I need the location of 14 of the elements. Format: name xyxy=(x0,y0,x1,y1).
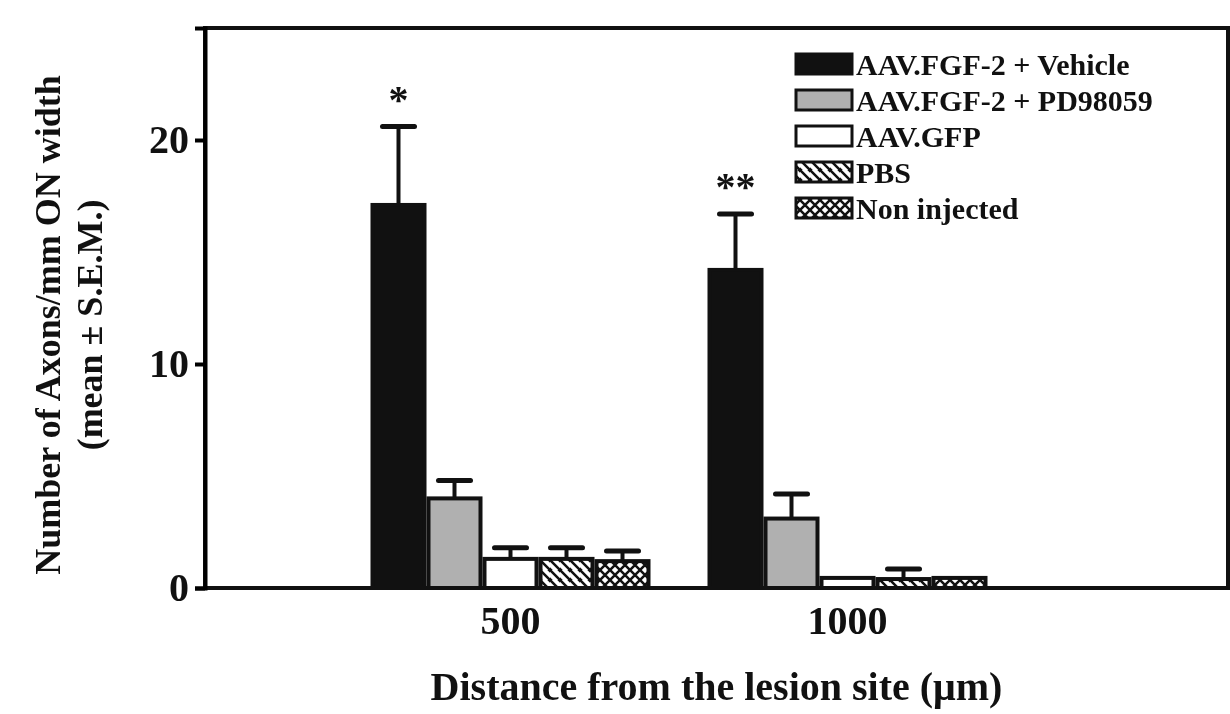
legend-label: PBS xyxy=(856,156,912,189)
x-tick-label: 1000 xyxy=(807,598,888,644)
legend-label: AAV.FGF-2 + Vehicle xyxy=(856,48,1130,81)
legend-label: AAV.GFP xyxy=(856,120,981,153)
legend-label: AAV.FGF-2 + PD98059 xyxy=(856,84,1153,117)
x-axis-title: Distance from the lesion site (μm) xyxy=(430,664,1003,709)
legend-label: Non injected xyxy=(856,192,1019,225)
x-tick-label: 500 xyxy=(480,598,541,644)
y-axis-title: Number of Axons/mm ON width (mean ± S.E.M.) xyxy=(28,75,110,575)
y-tick-label: 10 xyxy=(149,341,189,387)
y-tick-label: 0 xyxy=(169,565,189,611)
y-tick-label: 20 xyxy=(149,117,189,163)
annotation: ** xyxy=(715,163,756,209)
annotation: * xyxy=(388,76,409,122)
